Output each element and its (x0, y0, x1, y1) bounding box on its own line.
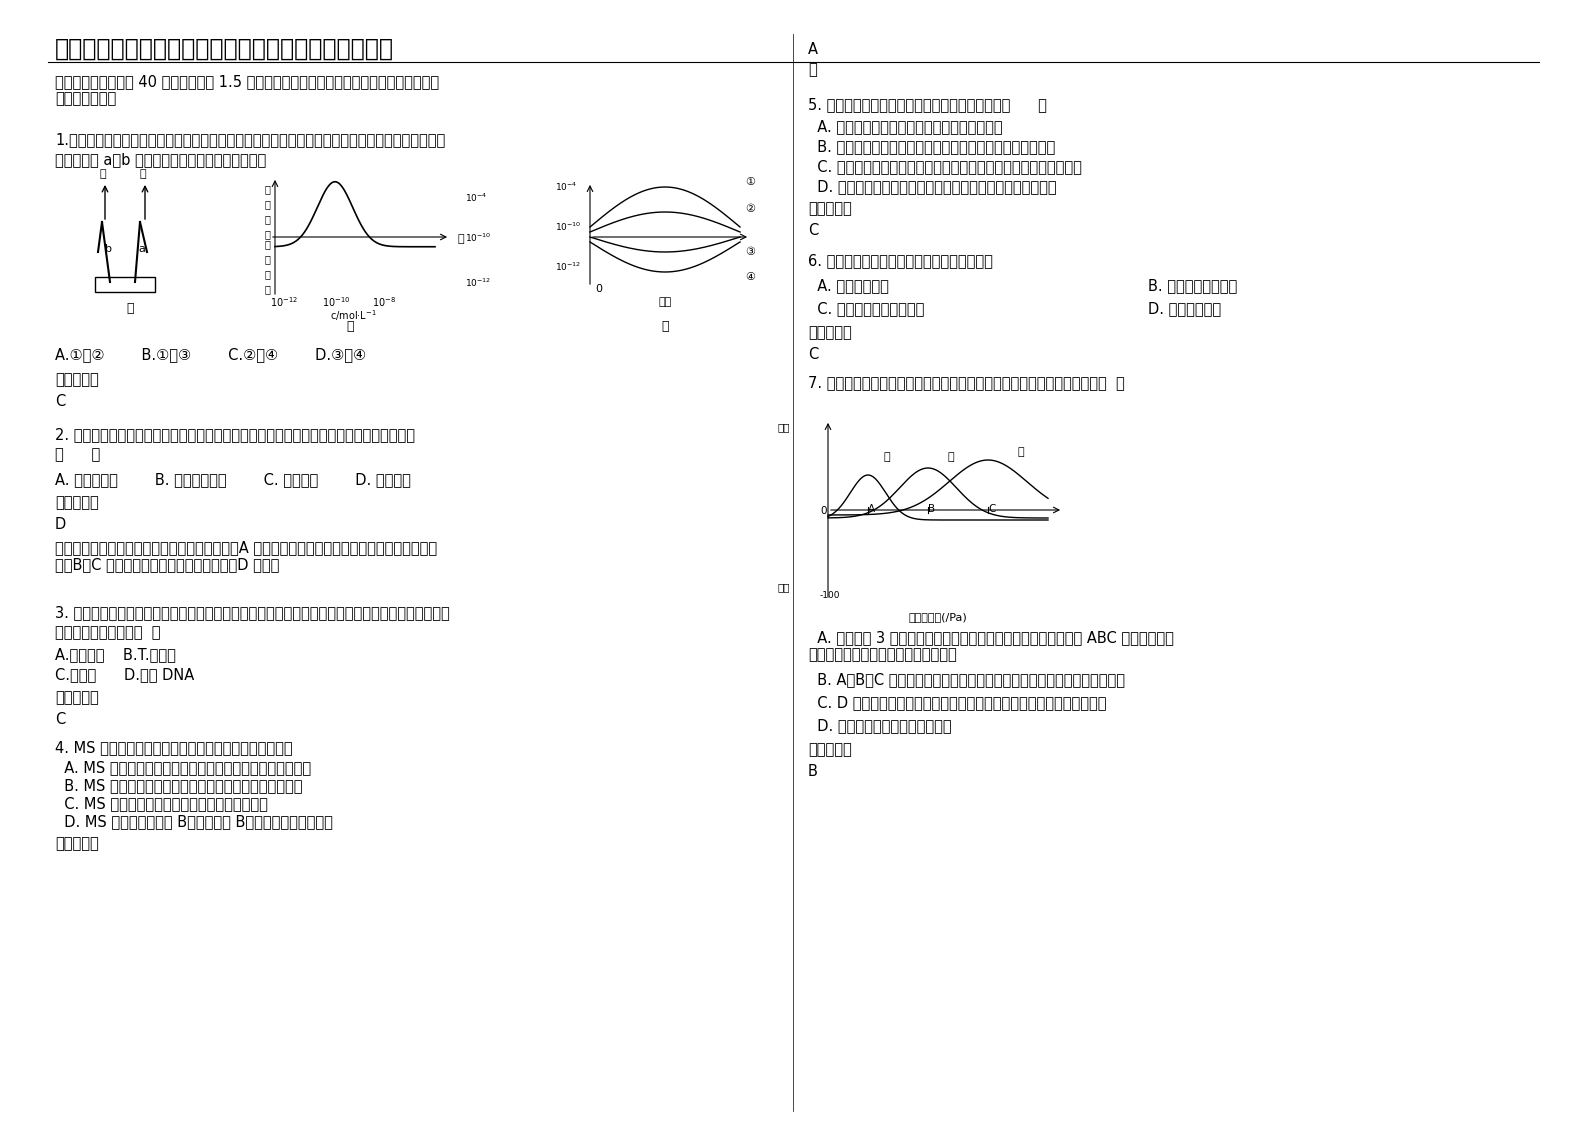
Text: 以表达的受体细胞是（  ）: 以表达的受体细胞是（ ） (56, 625, 160, 640)
Text: 参考答案：: 参考答案： (56, 495, 98, 511)
Text: $10^{-10}$: $10^{-10}$ (555, 221, 581, 233)
Text: A: A (808, 42, 817, 57)
Text: A. MS 培养基一般含植物激素，微生物培养基不含植物激素: A. MS 培养基一般含植物激素，微生物培养基不含植物激素 (56, 760, 311, 775)
Text: D. MS 培养基含维生素 B，和维生素 B，而微生物培养基不含: D. MS 培养基含维生素 B，和维生素 B，而微生物培养基不含 (56, 813, 333, 829)
Text: D: D (56, 517, 67, 532)
Text: 光: 光 (100, 169, 106, 180)
Text: 则丙中表示 a、b 两点生长素浓度变化的曲线分别是: 则丙中表示 a、b 两点生长素浓度变化的曲线分别是 (56, 151, 267, 167)
Text: 丙: 丙 (662, 320, 668, 333)
Text: 促: 促 (265, 184, 271, 194)
Text: 生: 生 (265, 269, 271, 279)
Text: 乙: 乙 (459, 234, 465, 243)
Text: 1.图甲表示燕麦胚芽鞘在单侧光照射下的生长情况，图乙表示胚芽鞘对不同浓度生长素的不同反应，: 1.图甲表示燕麦胚芽鞘在单侧光照射下的生长情况，图乙表示胚芽鞘对不同浓度生长素的… (56, 132, 446, 147)
Text: 芽: 芽 (947, 452, 955, 462)
Text: 6. 下面哪一项生物技术与细胞全能性是无关的: 6. 下面哪一项生物技术与细胞全能性是无关的 (808, 252, 993, 268)
Text: A. 甲状腺激素        B. 促甲状腺激素        C. 生长激素        D. 雄性激素: A. 甲状腺激素 B. 促甲状腺激素 C. 生长激素 D. 雄性激素 (56, 472, 411, 487)
Text: $10^{-4}$: $10^{-4}$ (465, 192, 487, 204)
Text: $10^{-8}$: $10^{-8}$ (371, 295, 397, 309)
Text: 进: 进 (265, 199, 271, 209)
Text: 参考答案：: 参考答案： (56, 836, 98, 850)
Text: C.酵母菌      D.质粒 DNA: C.酵母菌 D.质粒 DNA (56, 666, 194, 682)
Text: C. 三倍体无籽西瓜的培育: C. 三倍体无籽西瓜的培育 (808, 301, 924, 316)
Text: C. D 点对应的生长素浓度对茎的生长具有促进作用，却抑制了芽的生长: C. D 点对应的生长素浓度对茎的生长具有促进作用，却抑制了芽的生长 (808, 695, 1106, 710)
Text: 甲: 甲 (127, 302, 133, 315)
Bar (95, 277, 156, 292)
Text: -100: -100 (820, 591, 841, 600)
Text: 根: 根 (882, 452, 890, 462)
Text: B: B (928, 504, 935, 514)
Text: D. 环境安全是指转基因生物可能会对环境造成新污染和破坏: D. 环境安全是指转基因生物可能会对环境造成新污染和破坏 (808, 180, 1057, 194)
Text: B. A、B、C 点对应的生长素浓度分别是促进根、芽、茎生长的最适宜浓度: B. A、B、C 点对应的生长素浓度分别是促进根、芽、茎生长的最适宜浓度 (808, 672, 1125, 687)
Text: 参考答案：: 参考答案： (808, 325, 852, 340)
Text: 7. 下图表示生长素浓度对植物根、芽和茎生长的影响，此图给你的信息是（  ）: 7. 下图表示生长素浓度对植物根、芽和茎生长的影响，此图给你的信息是（ ） (808, 375, 1125, 390)
Text: $10^{-12}$: $10^{-12}$ (555, 260, 581, 273)
Text: A. 生长素对 3 种器官作用都具有两重性，从图中三种器官对应的 ABC 三点可知，生
长素对不同器官起抑制作用的浓度不同: A. 生长素对 3 种器官作用都具有两重性，从图中三种器官对应的 ABC 三点可… (808, 629, 1174, 662)
Text: 0: 0 (820, 506, 827, 516)
Text: $10^{-4}$: $10^{-4}$ (555, 181, 578, 193)
Text: ④: ④ (744, 272, 755, 282)
Text: 4. MS 培养基和培养微生物所配制的培养基的主要区别是: 4. MS 培养基和培养微生物所配制的培养基的主要区别是 (56, 741, 292, 755)
Text: 参考答案：: 参考答案： (56, 690, 98, 705)
Text: B. 干细胞培育出器官: B. 干细胞培育出器官 (1147, 278, 1238, 293)
Text: 一、选择题（本题共 40 小题，每小题 1.5 分。在每小题给出的四个选项中，只有一项是符合
题目要求的。）: 一、选择题（本题共 40 小题，每小题 1.5 分。在每小题给出的四个选项中，只… (56, 74, 440, 107)
Text: C. MS 培养基需要碳源，微生物培养基不含碳源: C. MS 培养基需要碳源，微生物培养基不含碳源 (56, 795, 268, 811)
Text: 生: 生 (265, 214, 271, 224)
Text: ③: ③ (744, 247, 755, 257)
Text: D. 茎对生长素的敏感程度高于根: D. 茎对生长素的敏感程度高于根 (808, 718, 952, 733)
Text: B. 转基因作物被动物食用后，目的基因会转入动物体细胞中: B. 转基因作物被动物食用后，目的基因会转入动物体细胞中 (808, 139, 1055, 154)
Text: 参考答案：: 参考答案： (56, 373, 98, 387)
Text: 参考答案：: 参考答案： (808, 201, 852, 217)
Text: 甲状腺激素属于氨基酸的衍生物，不是固醇类，A 错误；促甲状腺激素和生长激素都是蛋白质类物
质，B、C 错误；雄性激素属于固醇类物质，D 正确。: 甲状腺激素属于氨基酸的衍生物，不是固醇类，A 错误；促甲状腺激素和生长激素都是蛋… (56, 540, 436, 572)
Text: 2. 雅典奥运会期间，许多运动员服用了固醇类药物而被取消成绩。他们服用的药物可能属于: 2. 雅典奥运会期间，许多运动员服用了固醇类药物而被取消成绩。他们服用的药物可能… (56, 427, 414, 442)
Text: $10^{-10}$: $10^{-10}$ (465, 231, 492, 243)
Text: B. MS 培养基需要氨基酸，微生物培养基不含各种氨基酸: B. MS 培养基需要氨基酸，微生物培养基不含各种氨基酸 (56, 778, 303, 793)
Text: A. 克隆羊的培育: A. 克隆羊的培育 (808, 278, 889, 293)
Text: $10^{-12}$: $10^{-12}$ (465, 277, 492, 289)
Text: 略: 略 (808, 62, 817, 77)
Text: 抑制: 抑制 (778, 582, 790, 592)
Text: C: C (56, 712, 65, 727)
Text: a: a (138, 243, 144, 254)
Text: 5. 下列关于转基因生物安全性的叙述，错误的是（      ）: 5. 下列关于转基因生物安全性的叙述，错误的是（ ） (808, 96, 1047, 112)
Text: C: C (56, 394, 65, 410)
Text: B: B (808, 764, 817, 779)
Text: A.大肠杆菌    B.T.噬菌体: A.大肠杆菌 B.T.噬菌体 (56, 647, 176, 662)
Text: $10^{-10}$: $10^{-10}$ (322, 295, 351, 309)
Text: C. 种植转基因植物有可能因基因扩散而影响野生植物的遗传多样性: C. 种植转基因植物有可能因基因扩散而影响野生植物的遗传多样性 (808, 159, 1082, 174)
Text: （      ）: （ ） (56, 447, 100, 462)
Text: $10^{-12}$: $10^{-12}$ (270, 295, 298, 309)
Text: C: C (808, 347, 819, 362)
Text: 时间: 时间 (659, 297, 671, 307)
Text: 生长素浓度(/Pa): 生长素浓度(/Pa) (909, 611, 968, 622)
Text: A. 种植基因作物有可能与传统农业种植区隔离: A. 种植基因作物有可能与传统农业种植区隔离 (808, 119, 1003, 134)
Text: C: C (808, 223, 819, 238)
Text: c/mol·L$^{-1}$: c/mol·L$^{-1}$ (330, 309, 376, 323)
Text: 3. 人的糖蛋白必须经过内质网和高尔基体进一步加工合成，通过基因工程技术，可以使人的糖蛋白得: 3. 人的糖蛋白必须经过内质网和高尔基体进一步加工合成，通过基因工程技术，可以使… (56, 605, 449, 620)
Text: 长: 长 (265, 229, 271, 239)
Text: 制: 制 (265, 254, 271, 264)
Text: A.①和②        B.①和③        C.②和④        D.③和④: A.①和② B.①和③ C.②和④ D.③和④ (56, 347, 367, 362)
Text: A: A (868, 504, 874, 514)
Text: ②: ② (744, 204, 755, 214)
Text: 乙: 乙 (346, 320, 354, 333)
Text: 促进: 促进 (778, 422, 790, 432)
Text: 四川省资阳市努力中学高二生物下学期期末试卷含解析: 四川省资阳市努力中学高二生物下学期期末试卷含解析 (56, 37, 394, 61)
Text: b: b (105, 243, 113, 254)
Text: 光: 光 (140, 169, 146, 180)
Text: ①: ① (744, 177, 755, 187)
Text: 0: 0 (595, 284, 601, 294)
Text: 长: 长 (265, 284, 271, 294)
Text: 抑: 抑 (265, 239, 271, 249)
Text: C: C (989, 504, 995, 514)
Text: D. 胚胎分割移植: D. 胚胎分割移植 (1147, 301, 1220, 316)
Text: 茎: 茎 (1017, 447, 1025, 457)
Text: 参考答案：: 参考答案： (808, 742, 852, 757)
